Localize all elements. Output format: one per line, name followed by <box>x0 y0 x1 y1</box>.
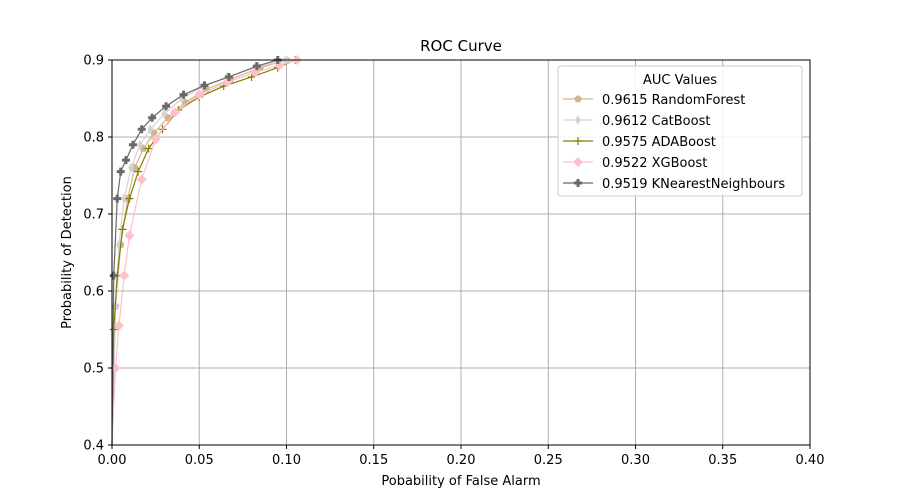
data-point-marker <box>169 107 180 118</box>
data-point-marker <box>194 89 205 100</box>
y-tick-label: 0.5 <box>83 362 104 377</box>
x-tick-label: 0.00 <box>98 453 127 468</box>
legend-label: 0.9615 RandomForest <box>602 93 745 108</box>
legend-entry: 0.9519 KNearestNeighbours <box>563 177 785 192</box>
legend-marker <box>574 179 582 187</box>
x-tick-label: 0.30 <box>621 453 650 468</box>
data-point-marker <box>121 156 130 165</box>
data-point-marker <box>179 90 188 99</box>
x-tick-label: 0.10 <box>272 453 301 468</box>
series-1 <box>111 56 291 446</box>
data-point-marker <box>128 162 135 173</box>
data-point-marker <box>137 125 146 134</box>
legend-marker <box>574 137 582 145</box>
series-3 <box>109 56 300 446</box>
x-axis-ticks: 0.00 0.05 0.10 0.15 0.20 0.25 0.30 0.35 0.40 <box>98 445 825 468</box>
legend-label: 0.9519 KNearestNeighbours <box>602 177 785 192</box>
data-point-marker <box>134 167 143 176</box>
data-point-marker <box>125 194 134 203</box>
legend-label: 0.9522 XGBoost <box>602 156 707 171</box>
data-point-marker <box>224 72 233 81</box>
y-axis-ticks: 0.4 0.5 0.6 0.7 0.8 0.9 <box>83 54 112 454</box>
y-tick-label: 0.7 <box>83 208 104 223</box>
x-tick-label: 0.05 <box>185 453 214 468</box>
y-tick-label: 0.6 <box>83 285 104 300</box>
data-point-marker <box>161 108 168 119</box>
data-point-marker <box>109 271 118 280</box>
data-point-marker <box>116 167 125 176</box>
legend-frame <box>557 65 803 197</box>
y-tick-label: 0.4 <box>83 439 104 454</box>
data-point-marker <box>144 144 153 153</box>
data-point-marker <box>113 194 122 203</box>
x-tick-label: 0.25 <box>534 453 563 468</box>
legend-entry: 0.9522 XGBoost <box>563 156 707 171</box>
series-line <box>111 59 296 446</box>
data-point-marker <box>136 139 143 150</box>
x-tick-label: 0.15 <box>359 453 388 468</box>
data-point-marker <box>119 270 130 281</box>
data-point-marker <box>121 193 128 204</box>
legend-marker <box>575 115 581 125</box>
chart-title: ROC Curve <box>420 37 502 55</box>
data-point-marker <box>200 81 209 90</box>
series-lines <box>109 55 302 446</box>
legend-title: AUC Values <box>643 73 717 88</box>
series-5 <box>109 56 282 446</box>
data-point-marker <box>150 134 161 145</box>
legend-entry: 0.9612 CatBoost <box>563 114 710 129</box>
data-point-marker <box>113 320 124 331</box>
x-tick-label: 0.35 <box>708 453 737 468</box>
y-tick-label: 0.8 <box>83 131 104 146</box>
x-tick-label: 0.20 <box>447 453 476 468</box>
data-point-marker <box>136 174 147 185</box>
data-point-marker <box>148 113 157 122</box>
x-axis-label: Pobability of False Alarm <box>381 474 540 489</box>
x-tick-label: 0.40 <box>796 453 825 468</box>
data-point-marker <box>124 230 135 241</box>
data-point-marker <box>162 102 171 111</box>
data-point-marker <box>252 62 261 71</box>
data-point-marker <box>147 124 154 135</box>
y-tick-label: 0.9 <box>83 54 104 69</box>
legend: AUC Values 0.9615 RandomForest 0.9612 Cat… <box>557 65 803 197</box>
legend-entry: 0.9575 ADABoost <box>563 135 716 150</box>
series-line <box>111 59 278 446</box>
data-point-marker <box>118 225 127 234</box>
legend-label: 0.9575 ADABoost <box>602 135 716 150</box>
y-axis-label: Probability of Detection <box>60 176 75 329</box>
series-2 <box>111 55 290 446</box>
legend-entry: 0.9615 RandomForest <box>563 93 745 108</box>
data-point-marker <box>128 140 137 149</box>
legend-label: 0.9612 CatBoost <box>602 114 710 129</box>
legend-entries: 0.9615 RandomForest 0.9612 CatBoost 0.9575… <box>563 93 785 192</box>
series-4 <box>110 55 302 446</box>
legend-marker <box>573 157 583 167</box>
data-point-marker <box>247 72 256 81</box>
series-line <box>111 59 298 446</box>
legend-marker <box>574 95 582 103</box>
